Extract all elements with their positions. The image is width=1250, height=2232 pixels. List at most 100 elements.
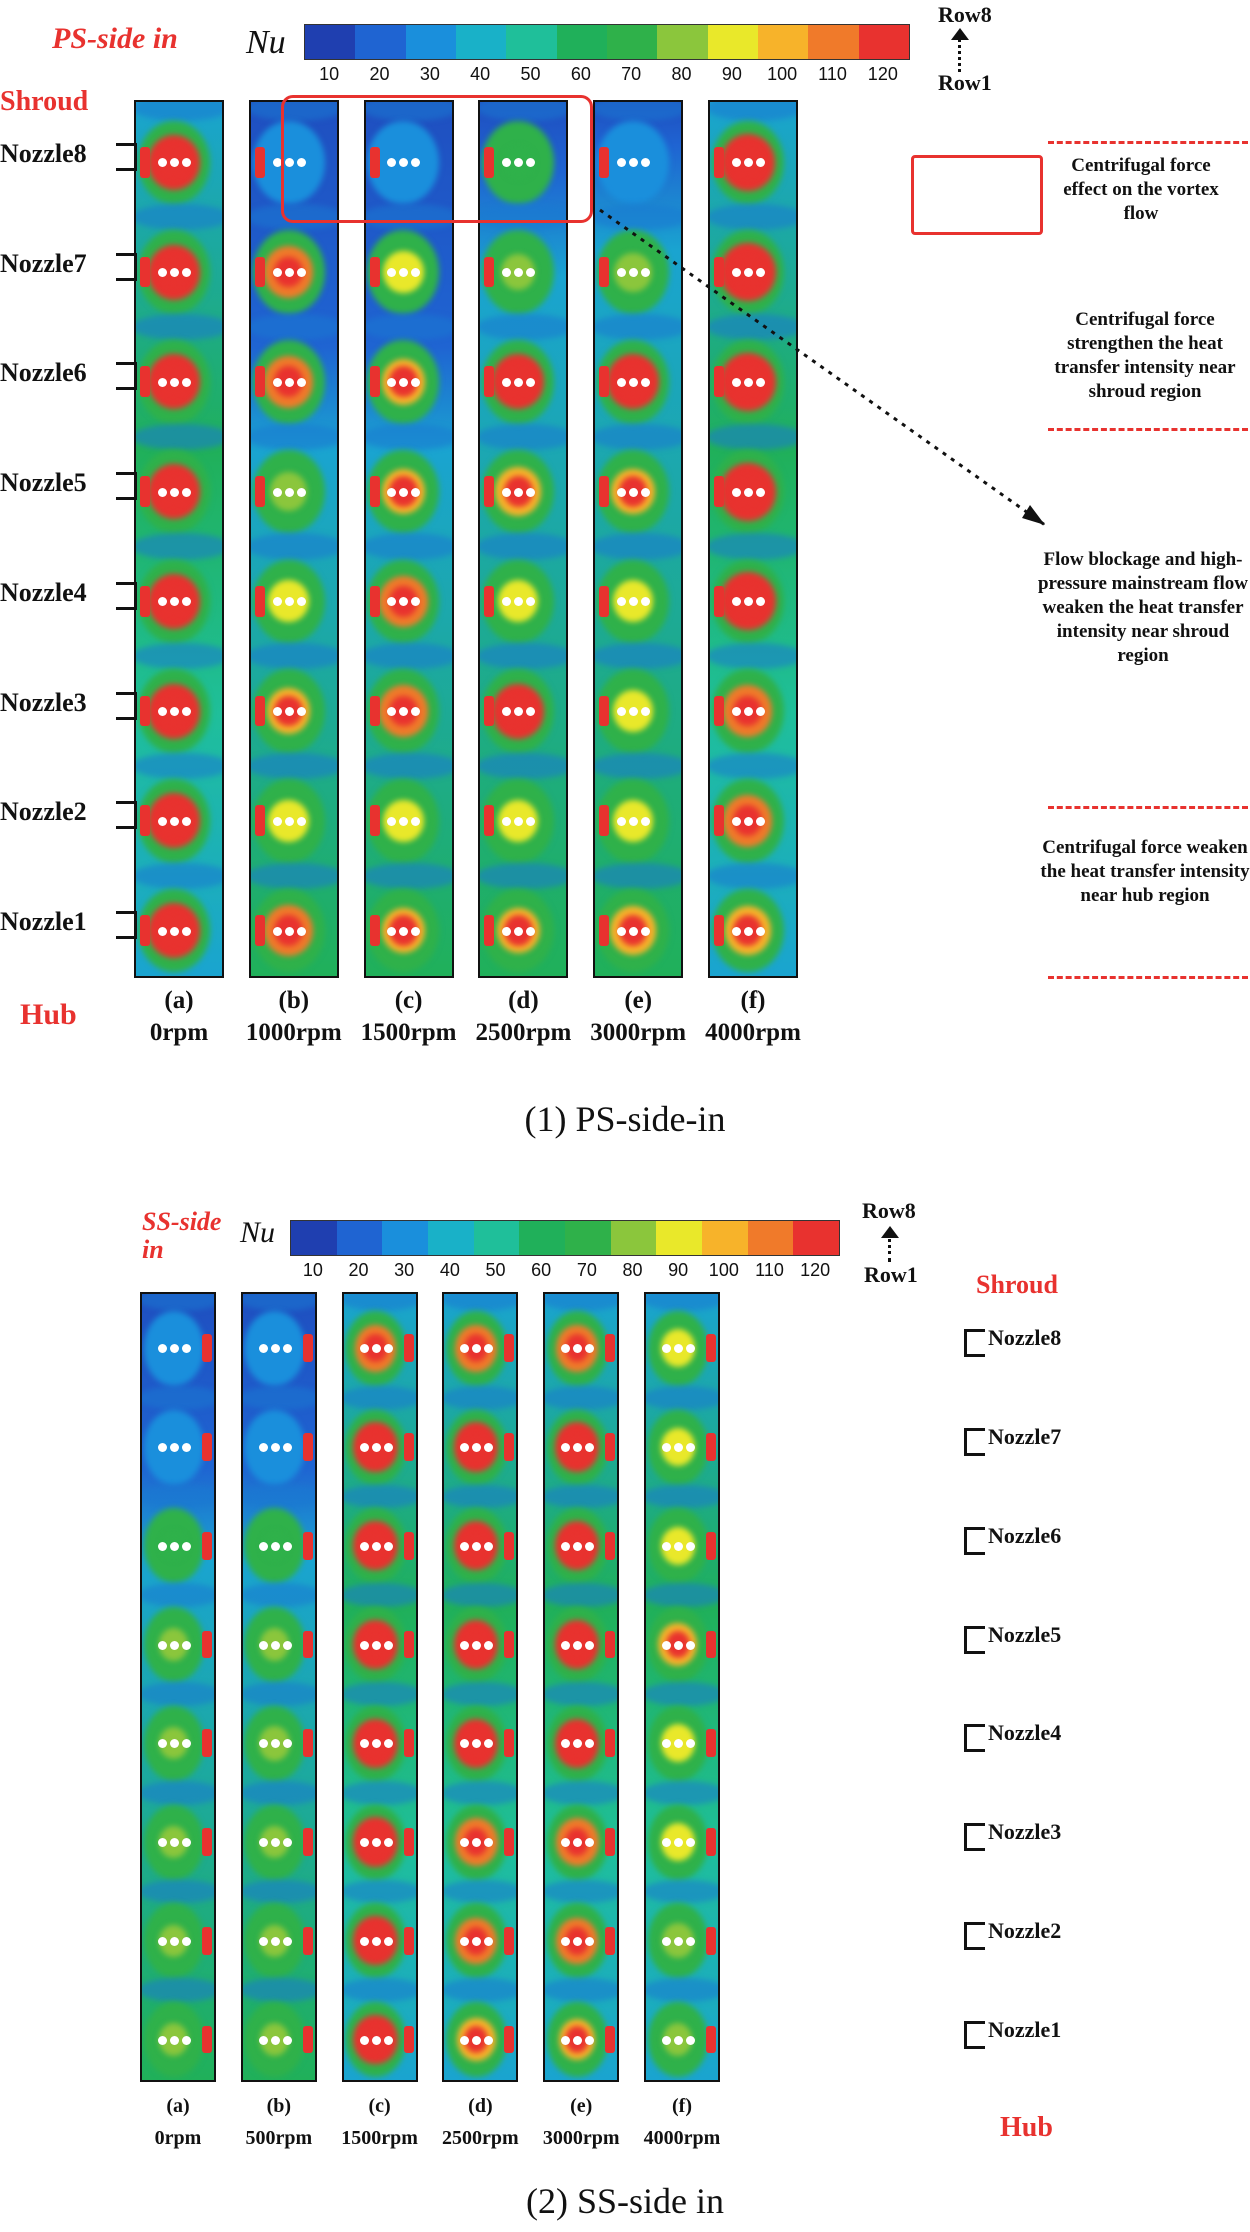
film-hole-dot bbox=[296, 487, 306, 497]
film-hole-dot bbox=[383, 1936, 393, 1946]
ss-cool-band bbox=[242, 1583, 315, 1608]
film-hole-dot bbox=[514, 377, 524, 387]
nozzle-bracket bbox=[964, 1724, 985, 1753]
case-speed: 4000rpm bbox=[643, 2127, 721, 2149]
ps-hub-label: Hub bbox=[20, 998, 77, 1031]
film-hole-dot bbox=[514, 597, 524, 607]
ss-cool-band bbox=[646, 1780, 718, 1805]
ps-slot-edge bbox=[599, 256, 610, 288]
ps-cool-band bbox=[250, 423, 337, 450]
case-letter: (e) bbox=[570, 2095, 593, 2117]
case-label: (b) 500rpm bbox=[209, 2090, 349, 2154]
film-hole-dot bbox=[169, 816, 179, 826]
film-hole-dot bbox=[731, 926, 741, 936]
ps-slot-edge bbox=[140, 476, 150, 507]
ss-slot-edge bbox=[302, 1926, 313, 1955]
film-hole-dot bbox=[673, 1838, 683, 1848]
film-hole-dot bbox=[399, 487, 409, 497]
ss-slot-edge bbox=[302, 1828, 313, 1856]
film-hole-dot bbox=[755, 158, 765, 168]
film-hole-dot bbox=[661, 1838, 671, 1848]
ss-row8-label: Row8 bbox=[862, 1198, 916, 1223]
film-hole-dot bbox=[371, 2035, 381, 2045]
film-hole-dot bbox=[484, 1443, 494, 1453]
ss-colorbar-tick: 120 bbox=[800, 1260, 831, 1280]
ps-cool-band bbox=[136, 643, 222, 670]
film-hole-dot bbox=[157, 597, 167, 607]
film-hole-dot bbox=[411, 597, 421, 607]
ss-colorbar-segment bbox=[519, 1221, 566, 1255]
film-hole-dot bbox=[616, 597, 626, 607]
film-hole-dot bbox=[270, 1936, 280, 1946]
ss-cool-band bbox=[242, 1484, 315, 1509]
ss-panel-b bbox=[240, 1292, 317, 2082]
film-hole-dot bbox=[157, 1739, 167, 1749]
ps-cool-band bbox=[136, 102, 222, 121]
film-hole-dot bbox=[685, 1541, 695, 1551]
case-letter: (b) bbox=[266, 2095, 292, 2117]
film-hole-dot bbox=[272, 487, 282, 497]
case-label: (c) 1500rpm bbox=[310, 2090, 450, 2154]
ss-cool-band bbox=[343, 1780, 416, 1805]
case-speed: 4000rpm bbox=[705, 1019, 801, 1046]
ps-cool-band bbox=[365, 643, 452, 670]
film-hole-dot bbox=[573, 1541, 583, 1551]
film-hole-dot bbox=[514, 707, 524, 717]
ps-slot-edge bbox=[599, 805, 610, 837]
film-hole-dot bbox=[731, 158, 741, 168]
ss-slot-edge bbox=[202, 1828, 212, 1856]
ss-cool-band bbox=[646, 1385, 718, 1410]
film-hole-dot bbox=[181, 1739, 191, 1749]
film-hole-dot bbox=[661, 2035, 671, 2045]
ss-slot-edge bbox=[605, 1926, 616, 1955]
ss-cool-band bbox=[142, 1385, 214, 1410]
film-hole-dot bbox=[181, 268, 191, 278]
ss-cool-band bbox=[343, 1385, 416, 1410]
ps-colorbar-tick: 110 bbox=[818, 64, 847, 84]
film-hole-dot bbox=[181, 926, 191, 936]
ss-slot-edge bbox=[504, 1433, 515, 1461]
ss-slot-edge bbox=[202, 1433, 212, 1461]
case-label: (b) 1000rpm bbox=[224, 985, 364, 1049]
ps-slot-edge bbox=[254, 915, 265, 946]
film-hole-dot bbox=[258, 2035, 268, 2045]
nozzle-label: Nozzle8 bbox=[0, 138, 87, 168]
ss-colorbar-tick: 20 bbox=[348, 1260, 369, 1280]
nozzle-bracket bbox=[964, 1526, 985, 1555]
film-hole-dot bbox=[181, 597, 191, 607]
ss-colorbar-symbol: Nu bbox=[240, 1216, 276, 1249]
film-hole-dot bbox=[169, 1640, 179, 1650]
film-hole-dot bbox=[743, 597, 753, 607]
film-hole-dot bbox=[411, 377, 421, 387]
ps-side-title: PS-side in bbox=[52, 22, 178, 55]
film-hole-dot bbox=[399, 158, 409, 168]
nozzle-label: Nozzle8 bbox=[988, 1325, 1062, 1351]
ss-slot-edge bbox=[605, 1531, 616, 1560]
ss-cool-band bbox=[242, 1780, 315, 1805]
film-hole-dot bbox=[628, 268, 638, 278]
ps-cool-band bbox=[595, 313, 682, 341]
film-hole-dot bbox=[181, 1443, 191, 1453]
film-hole-dot bbox=[526, 377, 536, 387]
film-hole-dot bbox=[743, 816, 753, 826]
ps-colorbar-ticks: 10 20 30 40 50 60 70 80 90 100 110 120 bbox=[304, 64, 908, 88]
nozzle-label: Nozzle2 bbox=[988, 1917, 1062, 1943]
film-hole-dot bbox=[169, 487, 179, 497]
ps-cool-band bbox=[710, 862, 796, 889]
ps-slot-edge bbox=[484, 915, 495, 946]
film-hole-dot bbox=[296, 926, 306, 936]
ps-slot-edge bbox=[599, 915, 610, 946]
ss-slot-edge bbox=[504, 1334, 515, 1363]
ss-slot-edge bbox=[202, 1729, 212, 1758]
film-hole-dot bbox=[743, 926, 753, 936]
ps-cool-band bbox=[365, 533, 452, 560]
film-hole-dot bbox=[258, 1443, 268, 1453]
film-hole-dot bbox=[169, 597, 179, 607]
film-hole-dot bbox=[157, 2035, 167, 2045]
ss-cool-band bbox=[646, 1978, 718, 2003]
film-hole-dot bbox=[181, 1344, 191, 1354]
film-hole-dot bbox=[526, 268, 536, 278]
case-letter: (e) bbox=[624, 987, 653, 1014]
film-hole-dot bbox=[472, 1541, 482, 1551]
film-hole-dot bbox=[616, 926, 626, 936]
